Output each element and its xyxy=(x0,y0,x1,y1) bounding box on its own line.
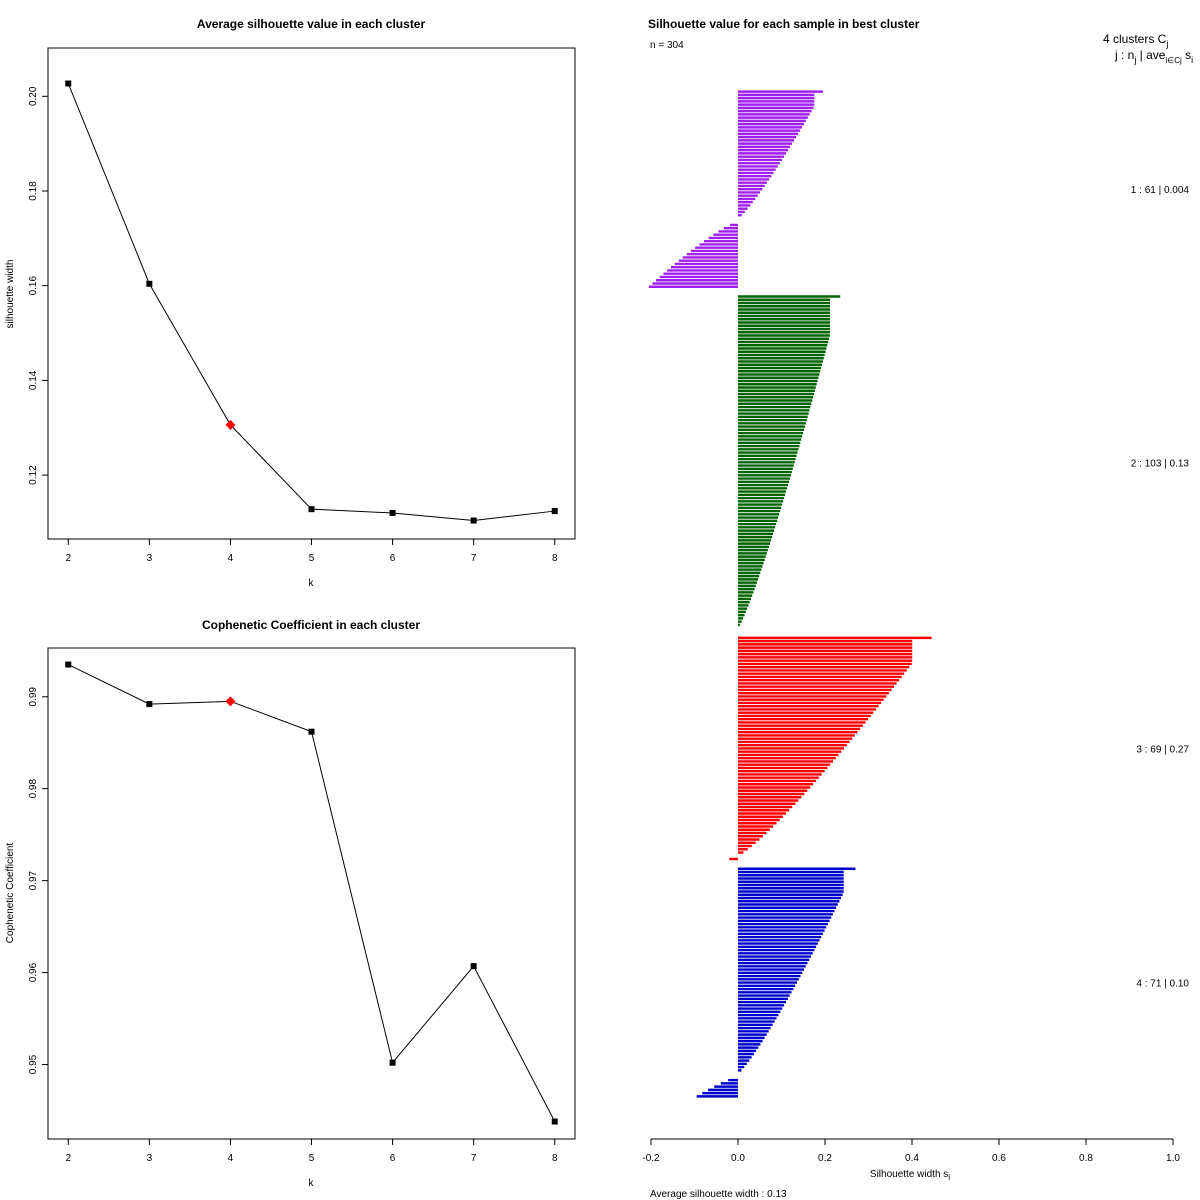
y-tick-label: 0.16 xyxy=(28,276,39,296)
data-point xyxy=(308,728,315,735)
x-tick-label: 0.6 xyxy=(992,1153,1006,1164)
y-tick-label: 0.12 xyxy=(28,465,39,485)
x-tick-label: 3 xyxy=(147,553,153,564)
x-tick-label: 0.8 xyxy=(1079,1153,1093,1164)
chart1-frame xyxy=(47,47,576,540)
data-point xyxy=(551,508,558,515)
chart3-header-line1: 4 clusters Cj xyxy=(1103,32,1168,49)
data-point xyxy=(470,963,477,970)
chart1-xlabel: k xyxy=(309,578,315,589)
data-point xyxy=(65,80,72,87)
x-tick-label: 4 xyxy=(228,553,234,564)
chart1-title: Average silhouette value in each cluster xyxy=(197,17,426,31)
x-tick-label: 2 xyxy=(65,553,71,564)
x-tick-label: 7 xyxy=(471,1153,477,1164)
highlight-point xyxy=(225,419,236,430)
chart3-title: Silhouette value for each sample in best… xyxy=(648,17,920,31)
data-point xyxy=(551,1118,558,1125)
data-point xyxy=(389,1059,396,1066)
x-tick-label: 6 xyxy=(390,553,396,564)
cluster-summary-label: 4 : 71 | 0.10 xyxy=(1136,979,1189,990)
data-point xyxy=(470,517,477,524)
y-tick-label: 0.96 xyxy=(28,962,39,982)
highlight-point xyxy=(225,696,236,707)
chart2-title: Cophenetic Coefficient in each cluster xyxy=(202,618,420,632)
y-tick-label: 0.99 xyxy=(28,687,39,707)
chart3-n-label: n = 304 xyxy=(650,40,684,51)
cluster-summary-label: 2 : 103 | 0.13 xyxy=(1131,458,1190,469)
data-point xyxy=(65,661,72,668)
chart2-frame xyxy=(47,647,576,1140)
y-tick-label: 0.98 xyxy=(28,779,39,799)
x-tick-label: 8 xyxy=(552,1153,558,1164)
x-tick-label: 5 xyxy=(309,1153,315,1164)
x-tick-label: 0.4 xyxy=(905,1153,919,1164)
cophenetic-by-k-chart: Cophenetic Coefficient in each cluster k… xyxy=(5,618,576,1189)
y-tick-label: 0.18 xyxy=(28,181,39,201)
data-point xyxy=(308,506,315,513)
cluster-summary-label: 1 : 61 | 0.004 xyxy=(1131,185,1190,196)
x-tick-label: 4 xyxy=(228,1153,234,1164)
chart3-footer-average: Average silhouette width : 0.13 xyxy=(650,1189,787,1200)
x-tick-label: -0.2 xyxy=(642,1153,660,1164)
x-tick-label: 2 xyxy=(65,1153,71,1164)
x-tick-label: 0.2 xyxy=(818,1153,832,1164)
chart3-xlabel: Silhouette width si xyxy=(870,1169,950,1182)
silhouette-sample-chart: Silhouette value for each sample in best… xyxy=(642,17,1193,1200)
x-tick-label: 0.0 xyxy=(731,1153,745,1164)
chart2-xlabel: k xyxy=(309,1178,315,1189)
y-tick-label: 0.97 xyxy=(28,870,39,890)
x-tick-label: 1.0 xyxy=(1166,1153,1180,1164)
chart1-ylabel: silhouette width xyxy=(5,260,16,329)
x-tick-label: 6 xyxy=(390,1153,396,1164)
cluster-summary-label: 3 : 69 | 0.27 xyxy=(1136,744,1189,755)
data-point xyxy=(146,280,153,287)
x-tick-label: 3 xyxy=(147,1153,153,1164)
x-tick-label: 5 xyxy=(309,553,315,564)
silhouette-by-k-chart: Average silhouette value in each cluster… xyxy=(5,17,576,589)
data-point xyxy=(389,509,396,516)
series-line xyxy=(67,83,555,522)
y-tick-label: 0.14 xyxy=(28,370,39,390)
data-point xyxy=(146,701,153,708)
y-tick-label: 0.95 xyxy=(28,1054,39,1074)
chart2-ylabel: Cophenetic Coefficient xyxy=(5,843,16,944)
y-tick-label: 0.20 xyxy=(28,86,39,106)
x-tick-label: 8 xyxy=(552,553,558,564)
x-tick-label: 7 xyxy=(471,553,477,564)
chart3-header-line2: j : nj | avei∈Cj si xyxy=(1114,48,1193,65)
